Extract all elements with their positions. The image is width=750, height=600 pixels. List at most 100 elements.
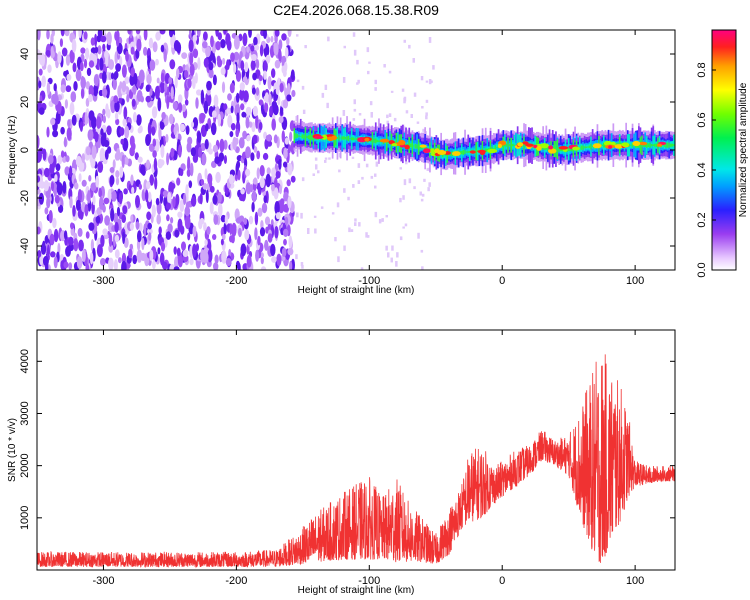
spectrogram-noise-speck: [122, 231, 126, 244]
spectrogram-noise-speck: [43, 167, 50, 178]
spectrogram-faint-speck: [337, 256, 340, 263]
spectrogram-noise-speck: [250, 59, 256, 71]
spectrogram-noise-speck: [106, 125, 112, 136]
spectrogram-noise-speck: [160, 144, 165, 158]
spectrogram-noise-speck: [274, 34, 278, 44]
spectrogram-noise-speck: [121, 260, 127, 270]
spectrogram-signal-cell: [413, 145, 415, 147]
spectrogram-noise-speck: [90, 37, 95, 46]
spectrogram-hot-spot: [536, 145, 542, 151]
spectrogram-noise-speck: [216, 55, 221, 63]
spectrogram-noise-speck: [160, 44, 165, 53]
spectrogram-noise-speck: [244, 61, 249, 73]
spectrogram-noise-speck: [243, 217, 248, 225]
spectrogram-faint-speck: [390, 257, 393, 263]
spectrogram-signal-cell: [350, 137, 353, 141]
spectrogram-noise-speck: [88, 94, 93, 102]
colorbar-gradient: [711, 29, 737, 271]
spectrogram-faint-speck: [342, 110, 346, 116]
spectrogram-noise-speck: [136, 38, 142, 52]
spectrogram-faint-speck: [354, 222, 357, 226]
spectrogram-signal-cell: [504, 143, 506, 147]
spectrogram-signal-cell: [475, 142, 478, 161]
spectrogram-noise-speck: [163, 48, 167, 63]
spectrogram-signal-cell: [344, 137, 347, 140]
spectrogram-noise-speck: [279, 198, 285, 206]
spectrogram-noise-speck: [181, 52, 188, 59]
spectrogram-noise-speck: [109, 175, 115, 186]
spectrogram-noise-speck: [121, 214, 126, 223]
spectrogram-noise-speck: [97, 30, 103, 38]
spectrogram-noise-speck: [99, 57, 104, 71]
spectrogram-noise-speck: [212, 234, 217, 240]
spectrogram-faint-speck: [410, 114, 413, 118]
spectrogram-noise-speck: [245, 146, 251, 159]
spectrogram-faint-speck: [335, 270, 338, 276]
spectrogram-signal-cell: [665, 142, 667, 148]
spectrogram-noise-speck: [223, 155, 227, 164]
spectrogram-noise-speck: [284, 216, 289, 226]
spectrogram-noise-speck: [108, 244, 114, 253]
spectrogram-signal-cell: [299, 136, 302, 137]
spectrogram-noise-speck: [189, 258, 194, 266]
spectrogram-faint-speck: [295, 116, 298, 121]
spectrogram-signal-cell: [343, 136, 345, 140]
spectrogram-signal-cell: [603, 142, 605, 148]
spectrogram-signal-cell: [424, 147, 426, 149]
colorbar-tick-label: 0.4: [696, 162, 708, 177]
spectrogram-noise-speck: [290, 69, 295, 81]
spectrogram-noise-speck: [80, 76, 86, 89]
spectrogram-faint-speck: [336, 202, 340, 208]
spectrogram-noise-speck: [283, 238, 287, 246]
spectrogram-noise-speck: [173, 40, 180, 52]
spectrogram-noise-speck: [84, 204, 89, 217]
spectrogram-signal-cell: [662, 145, 664, 146]
spectrogram-noise-speck: [271, 256, 277, 263]
spectrogram-noise-speck: [131, 142, 136, 151]
spectrogram-noise-speck: [205, 189, 209, 203]
spectrogram-faint-speck: [334, 237, 337, 242]
spectrogram-noise-speck: [251, 190, 257, 203]
spectrogram-signal-cell: [374, 138, 377, 144]
spectrogram-noise-speck: [147, 222, 152, 230]
spectrogram-noise-speck: [209, 201, 214, 215]
spectrogram-noise-speck: [209, 185, 215, 193]
spectrogram-noise-speck: [115, 177, 120, 186]
spectrogram-hot-spot: [479, 149, 486, 155]
spectrogram-noise-speck: [226, 59, 230, 71]
spectrogram-signal-cell: [346, 136, 348, 141]
spectrogram-noise-speck: [77, 189, 82, 203]
spectrogram-noise-speck: [60, 84, 66, 93]
spectrogram-noise-speck: [110, 72, 115, 80]
spectrogram-noise-speck: [151, 106, 158, 119]
snr-x-tick-label: -100: [358, 575, 380, 587]
spectrogram-faint-speck: [342, 77, 346, 83]
spectrogram-noise-speck: [286, 94, 292, 102]
spectrogram-noise-speck: [68, 236, 74, 246]
spectrogram-faint-speck: [352, 32, 356, 37]
spectrogram-noise-speck: [61, 47, 68, 57]
colorbar-label: Normalized spectral amplitude: [738, 82, 749, 217]
spectrogram-faint-speck: [320, 206, 324, 209]
spectrogram-noise-speck: [167, 223, 173, 233]
spectrogram-signal-cell: [298, 135, 300, 137]
spectrogram-x-tick-label: -200: [225, 275, 247, 287]
spectrogram-noise-speck: [235, 70, 242, 82]
spectrogram-noise-speck: [115, 118, 120, 126]
spectrogram-faint-speck: [420, 198, 424, 202]
spectrogram-noise-speck: [255, 59, 260, 70]
spectrogram-hot-spot: [614, 144, 624, 149]
spectrogram-faint-speck: [374, 211, 378, 218]
spectrogram-noise-speck: [71, 38, 77, 53]
spectrogram-noise-speck: [274, 201, 280, 215]
spectrogram-faint-speck: [331, 212, 335, 215]
spectrogram-noise-speck: [137, 156, 143, 163]
spectrogram-noise-speck: [238, 194, 245, 202]
spectrogram-noise-speck: [63, 261, 69, 269]
spectrogram-noise-speck: [227, 114, 233, 128]
spectrogram-y-axis-label: Frequency (Hz): [7, 116, 18, 185]
spectrogram-noise-speck: [100, 134, 107, 147]
spectrogram-signal-cell: [666, 142, 669, 148]
spectrogram-noise-speck: [186, 168, 191, 177]
spectrogram-faint-speck: [428, 37, 432, 43]
